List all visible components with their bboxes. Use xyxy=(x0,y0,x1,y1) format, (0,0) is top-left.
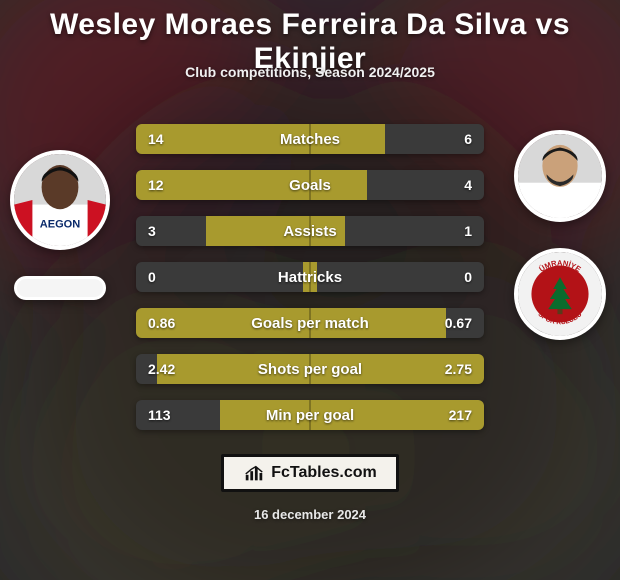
footer-date: 16 december 2024 xyxy=(0,507,620,522)
stat-row: 31Assists xyxy=(136,216,484,246)
svg-text:AEGON: AEGON xyxy=(40,219,80,231)
stat-label: Matches xyxy=(136,124,484,154)
stat-label: Hattricks xyxy=(136,262,484,292)
stat-label: Min per goal xyxy=(136,400,484,430)
stats-rows: 146Matches 124Goals 31Assists 00Hattricks 0.… xyxy=(136,124,484,430)
club-left-badge xyxy=(14,276,106,300)
stat-row: 0.860.67Goals per match xyxy=(136,308,484,338)
stat-row: 113217Min per goal xyxy=(136,400,484,430)
chart-icon xyxy=(243,462,265,484)
subtitle: Club competitions, Season 2024/2025 xyxy=(0,64,620,80)
right-column: ÜMRANİYE SPOR KULÜBÜ xyxy=(510,130,610,340)
stat-label: Assists xyxy=(136,216,484,246)
stat-label: Goals xyxy=(136,170,484,200)
player-right-avatar xyxy=(514,130,606,222)
brand-badge: FcTables.com xyxy=(221,454,399,492)
stat-label: Shots per goal xyxy=(136,354,484,384)
stat-label: Goals per match xyxy=(136,308,484,338)
stat-row: 2.422.75Shots per goal xyxy=(136,354,484,384)
club-right-badge: ÜMRANİYE SPOR KULÜBÜ xyxy=(514,248,606,340)
stat-row: 146Matches xyxy=(136,124,484,154)
stat-row: 124Goals xyxy=(136,170,484,200)
player-left-avatar: AEGON xyxy=(10,150,110,250)
stat-row: 00Hattricks xyxy=(136,262,484,292)
left-column: AEGON xyxy=(10,150,110,300)
brand-text: FcTables.com xyxy=(271,464,377,482)
